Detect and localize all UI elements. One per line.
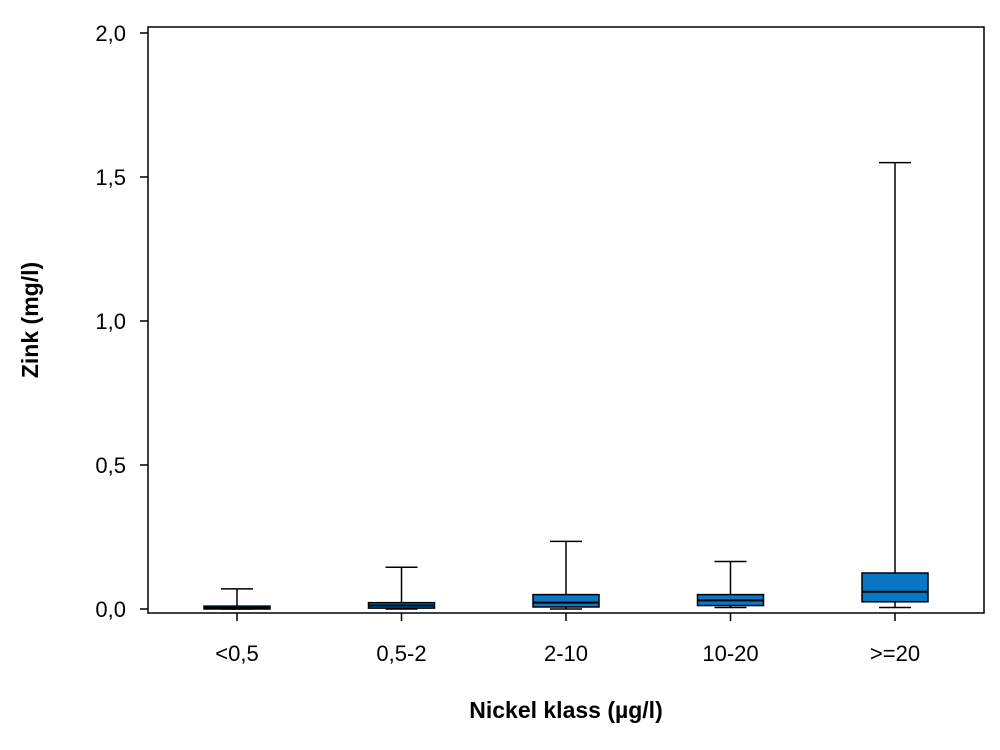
x-tick-label: >=20: [870, 641, 920, 666]
x-axis: <0,5 0,5-2 2-10 10-20 >=20: [215, 613, 920, 666]
y-tick-label: 1,5: [95, 165, 126, 190]
x-tick-label: 10-20: [702, 641, 758, 666]
box-group: [696, 560, 765, 609]
plot-frame: [147, 26, 985, 614]
x-axis-title: Nickel klass (µg/l): [469, 697, 663, 723]
box-group: [532, 540, 600, 610]
box-group: [861, 161, 929, 609]
x-tick-label: <0,5: [215, 641, 258, 666]
box-group: [367, 566, 436, 610]
box-series: [203, 161, 929, 610]
box-iqr: [861, 572, 929, 603]
x-tick-label: 0,5-2: [376, 641, 426, 666]
box-iqr: [532, 593, 600, 608]
y-axis-title: Zink (mg/l): [17, 262, 43, 378]
box-group: [203, 588, 271, 610]
y-tick-label: 0,0: [95, 597, 126, 622]
y-axis: 0,0 0,5 1,0 1,5 2,0: [95, 21, 148, 622]
y-tick-label: 2,0: [95, 21, 126, 46]
x-tick-label: 2-10: [544, 641, 588, 666]
y-tick-label: 0,5: [95, 453, 126, 478]
y-tick-label: 1,0: [95, 309, 126, 334]
